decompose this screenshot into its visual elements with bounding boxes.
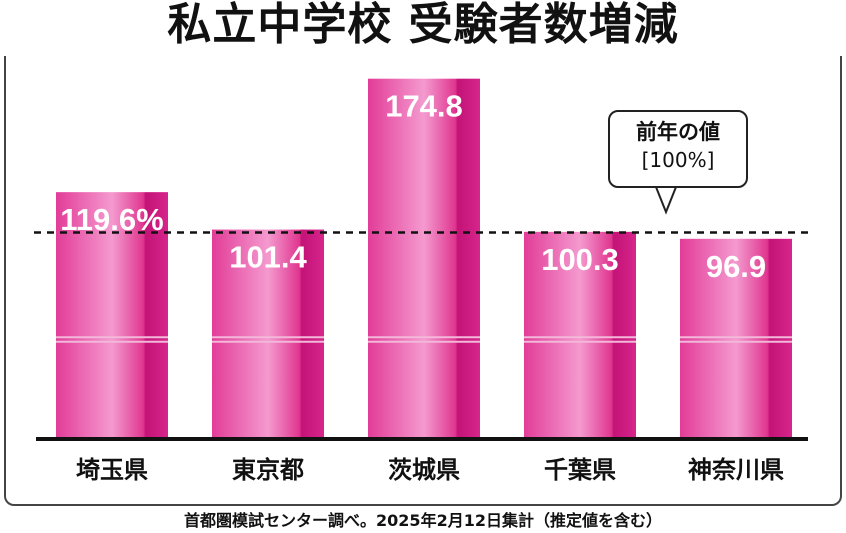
- bar-1: [212, 229, 324, 438]
- bar-value-label: 101.4: [229, 240, 307, 275]
- callout-value: [100%]: [641, 148, 715, 172]
- bar-value-label: 174.8: [385, 89, 463, 124]
- bar-4: [680, 238, 792, 438]
- bar-value-label: 100.3: [541, 242, 619, 277]
- bar-2: [368, 78, 480, 438]
- bar-value-label: 96.9: [706, 249, 766, 284]
- callout-title: 前年の値: [636, 120, 720, 144]
- chart-title: 私立中学校 受験者数増減: [167, 0, 679, 50]
- category-labels-group: 埼玉県 東京都 茨城県 千葉県 神奈川県: [76, 456, 784, 484]
- category-label: 神奈川県: [688, 456, 784, 484]
- category-label: 千葉県: [544, 456, 616, 484]
- category-label: 茨城県: [388, 456, 460, 484]
- category-label: 東京都: [232, 456, 304, 484]
- reference-callout: 前年の値 [100%]: [608, 110, 748, 188]
- category-label: 埼玉県: [76, 456, 148, 484]
- source-note: 首都圏模試センター調べ。2025年2月12日集計（推定値を含む）: [184, 511, 662, 530]
- callout-pointer: [655, 186, 677, 215]
- bar-3: [524, 231, 636, 438]
